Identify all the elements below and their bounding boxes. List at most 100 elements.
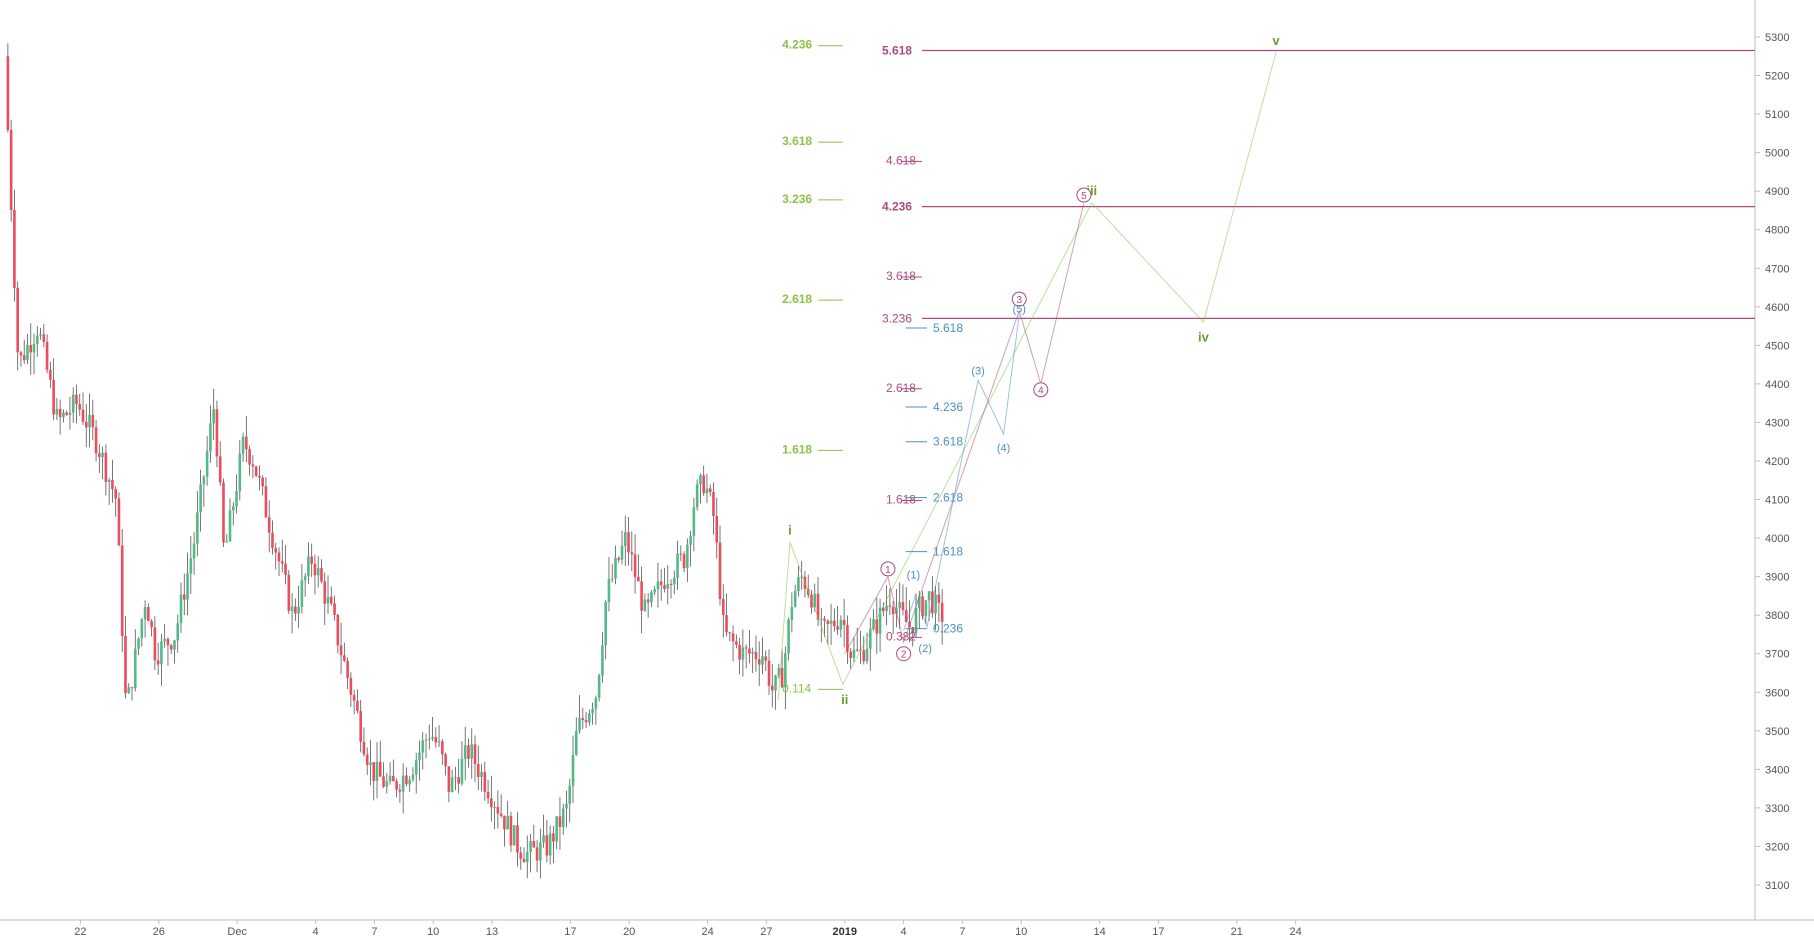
candle-body xyxy=(666,583,670,589)
candle-body xyxy=(320,568,323,582)
candle-body xyxy=(731,633,735,642)
candle-body xyxy=(496,806,500,814)
candle-body xyxy=(800,576,803,578)
candle-body xyxy=(833,620,836,627)
candle-body xyxy=(591,708,594,714)
candle-body xyxy=(463,745,467,759)
fib-label: 0.114 xyxy=(782,681,811,695)
candle-body xyxy=(300,580,304,608)
time-axis[interactable]: 22 26 Dec 4 7 10 13 17 20 24 27 2019 4 7 10 14 17 21 24 xyxy=(74,920,1302,938)
candle-body xyxy=(571,754,575,786)
candle-body xyxy=(686,544,689,569)
candle-body xyxy=(829,620,833,624)
horizontal-lines[interactable]: 5.618 4.236 3.236 xyxy=(882,43,1755,325)
candle-body xyxy=(640,581,643,611)
candle-body xyxy=(140,619,144,639)
candle-body xyxy=(836,626,839,630)
candle-body xyxy=(813,593,817,608)
candle-body xyxy=(264,486,268,518)
price-tick-label: 4000 xyxy=(1765,533,1789,545)
candle-body xyxy=(774,675,777,691)
candle-body xyxy=(532,841,536,848)
candle-body xyxy=(601,645,604,676)
candle-body xyxy=(45,341,49,370)
candle-body xyxy=(218,456,222,483)
price-tick-label: 4800 xyxy=(1765,225,1789,237)
candle-body xyxy=(378,761,382,777)
candle-body xyxy=(470,744,474,759)
candle-body xyxy=(225,541,229,543)
candle-body xyxy=(614,557,617,579)
candle-body xyxy=(823,618,826,621)
fib-label: 5.618 xyxy=(933,321,963,335)
candle-body xyxy=(137,638,140,649)
candle-body xyxy=(408,779,411,785)
candle-body xyxy=(287,574,291,611)
time-tick-label: 17 xyxy=(1152,926,1164,938)
candle-body xyxy=(75,394,78,404)
candle-body xyxy=(261,477,264,487)
wave-label: 3 xyxy=(1016,295,1022,306)
candle-body xyxy=(594,697,598,709)
candle-body xyxy=(147,607,150,622)
horizontal-line-label: 5.618 xyxy=(882,43,912,57)
candle-body xyxy=(676,553,679,578)
time-tick-label: 26 xyxy=(153,926,165,938)
wave-label: (5) xyxy=(1013,304,1026,316)
candle-body xyxy=(182,594,186,600)
candle-body xyxy=(604,602,607,646)
candle-body xyxy=(911,627,915,634)
candle-body xyxy=(405,775,408,785)
candle-body xyxy=(35,335,39,345)
candle-body xyxy=(130,687,134,689)
price-tick-label: 3800 xyxy=(1765,610,1789,622)
candle-body xyxy=(199,484,202,513)
candle-body xyxy=(274,548,278,553)
candle-body xyxy=(787,619,790,654)
candle-body xyxy=(13,210,16,288)
candle-body xyxy=(705,488,709,494)
wave-label: (3) xyxy=(971,365,984,377)
price-tick-label: 5000 xyxy=(1765,148,1789,160)
wave-label: (4) xyxy=(997,443,1010,455)
fib-levels[interactable]: 4.236 3.618 3.236 2.618 1.618 0.114 4.618 3.618… xyxy=(782,38,963,696)
candle-body xyxy=(721,599,725,616)
candle-body xyxy=(192,543,196,559)
candle-body xyxy=(630,552,634,555)
candle-body xyxy=(267,517,271,533)
candle-body xyxy=(476,763,480,777)
candle-body xyxy=(512,825,516,846)
candle-body xyxy=(277,552,281,562)
candle-body xyxy=(555,816,558,842)
candle-body xyxy=(42,334,46,342)
price-tick-label: 4300 xyxy=(1765,417,1789,429)
candle-body xyxy=(104,452,108,483)
candle-body xyxy=(78,403,82,410)
candle-body xyxy=(163,638,166,642)
candle-body xyxy=(372,762,376,781)
candle-body xyxy=(849,651,852,658)
candle-body xyxy=(545,835,549,856)
candle-body xyxy=(179,594,183,624)
candle-body xyxy=(490,798,493,808)
candle-body xyxy=(522,858,526,863)
candle-body xyxy=(509,815,513,846)
time-tick-label: 17 xyxy=(564,926,576,938)
candle-body xyxy=(699,475,702,485)
time-tick-label: 21 xyxy=(1231,926,1243,938)
price-axis[interactable]: 3100 3200 3300 3400 3500 3600 3700 3800 3900 4000… xyxy=(1755,32,1789,892)
candle-body xyxy=(584,720,588,723)
candle-body xyxy=(333,603,336,615)
candle-body xyxy=(222,482,225,543)
candle-body xyxy=(751,651,754,654)
candle-body xyxy=(885,605,888,612)
candle-body xyxy=(607,579,611,603)
candle-body xyxy=(506,815,509,830)
candle-body xyxy=(473,744,477,764)
price-tick-label: 4100 xyxy=(1765,495,1789,507)
fib-label: 1.618 xyxy=(782,442,812,456)
candle-body xyxy=(202,476,206,485)
wave-label: ii xyxy=(841,692,848,707)
